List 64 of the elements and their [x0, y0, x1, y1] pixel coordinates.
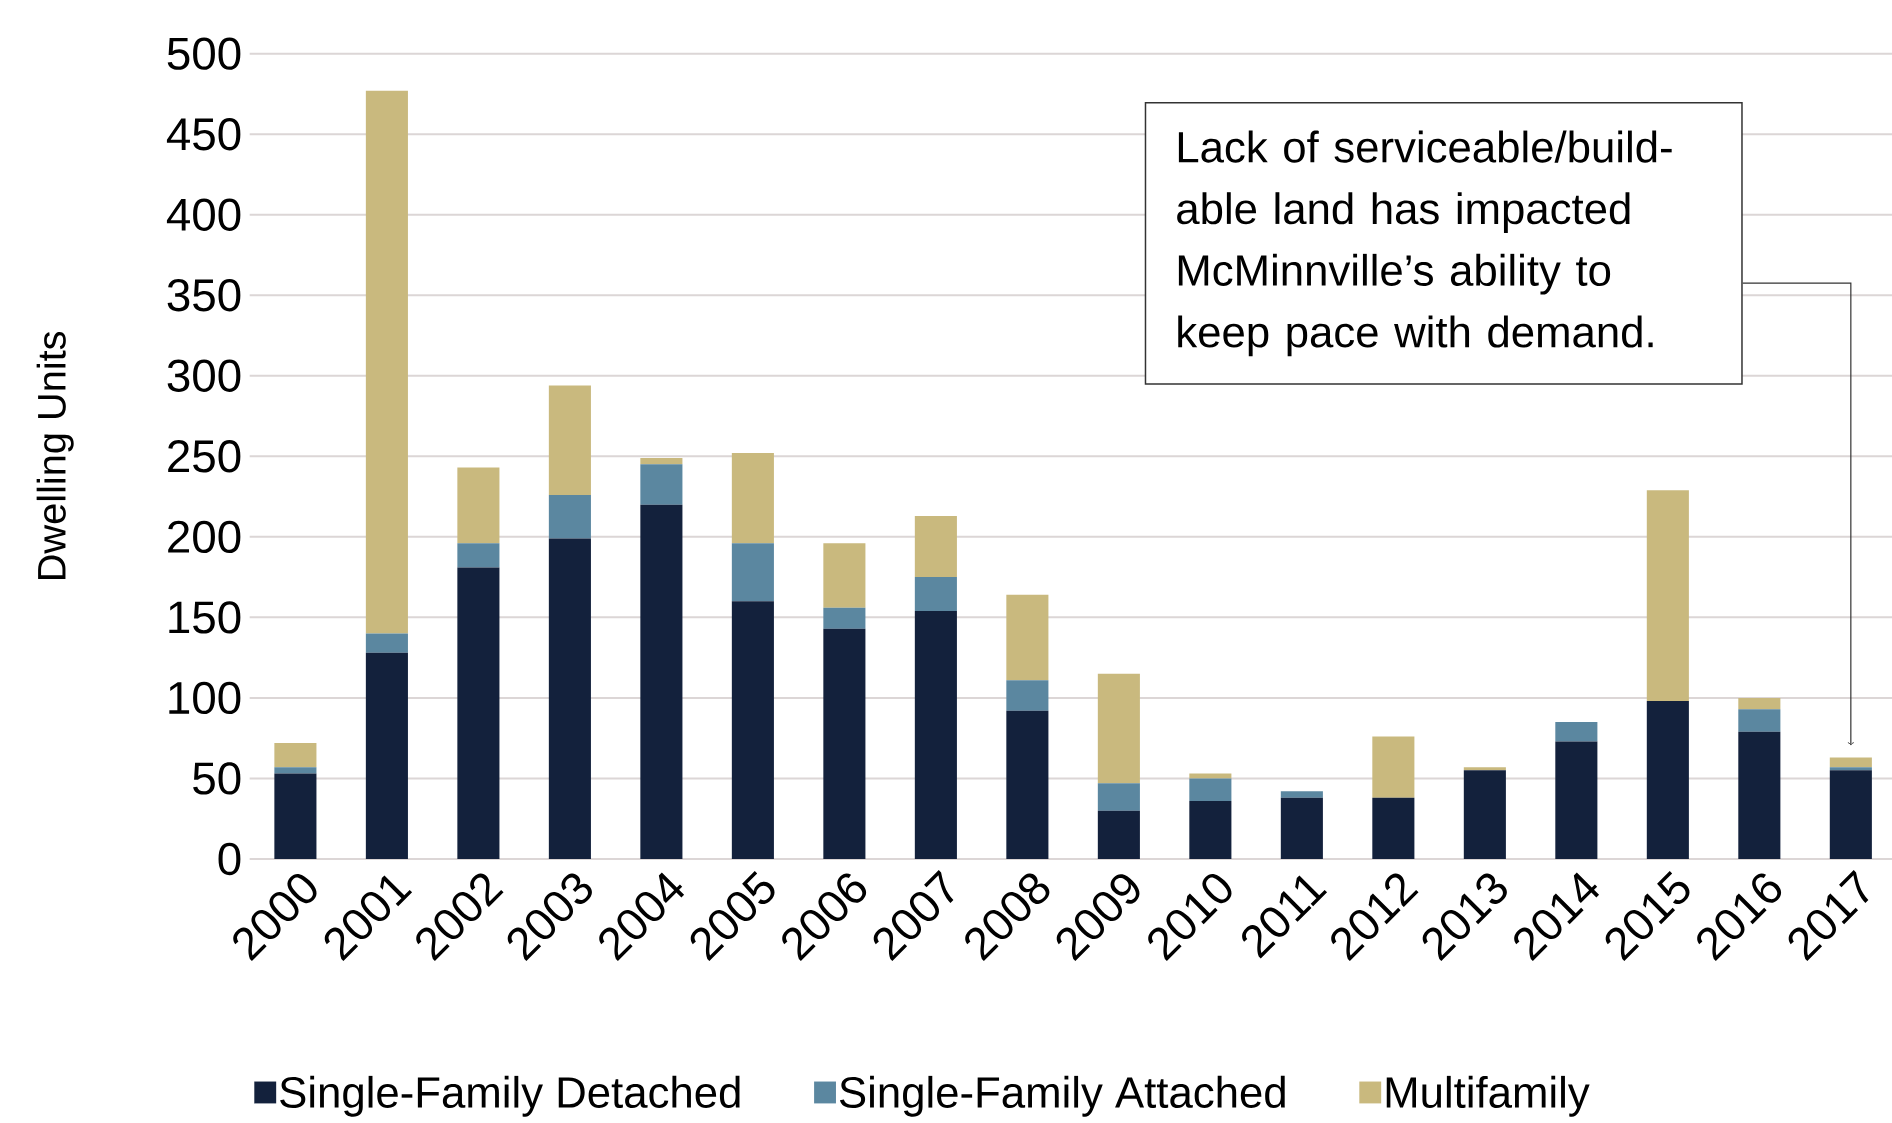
bar [1372, 797, 1415, 859]
bar [1738, 697, 1781, 709]
bar [914, 576, 957, 611]
bar [1646, 489, 1689, 701]
bar [1280, 797, 1323, 859]
bar [548, 538, 591, 859]
bar [548, 494, 591, 539]
bar [1006, 594, 1049, 680]
bar [457, 567, 500, 859]
y-tick-label: 500 [167, 37, 241, 70]
bar [1738, 708, 1781, 732]
bar [914, 515, 957, 577]
y-tick-label: 150 [169, 600, 241, 634]
bar [1829, 757, 1872, 767]
y-tick-label: 100 [169, 681, 241, 714]
y-axis-title: Dwelling Units [36, 331, 74, 579]
bar [1372, 736, 1415, 798]
bar [1555, 741, 1598, 859]
bar [823, 628, 866, 859]
bar [1097, 810, 1140, 859]
bar [1738, 731, 1781, 859]
bar [274, 766, 317, 774]
bar [365, 633, 408, 653]
bar [1829, 770, 1872, 859]
bar [1006, 679, 1049, 711]
y-tick-label: 300 [167, 359, 241, 392]
bar [1006, 710, 1049, 859]
bar [1463, 766, 1506, 771]
bar [365, 90, 408, 634]
bar [457, 467, 500, 544]
bar [1829, 766, 1872, 771]
bar [1097, 673, 1140, 784]
bar [1189, 800, 1232, 859]
bar [823, 607, 866, 629]
legend-label: Multifamily [1386, 1075, 1590, 1117]
y-tick-label: 400 [166, 198, 241, 231]
bar [640, 457, 683, 465]
bar [731, 601, 774, 859]
legend-label: Single-Family Detached [280, 1075, 740, 1117]
y-tick-label: 0 [218, 842, 241, 875]
y-tick-label: 50 [193, 762, 241, 795]
bar [823, 543, 866, 608]
bar [1280, 791, 1323, 798]
bar [731, 543, 774, 602]
bar [640, 504, 683, 859]
bar [1555, 721, 1598, 742]
bar [640, 464, 683, 505]
bar [457, 543, 500, 568]
bar [1189, 778, 1232, 801]
y-tick-label: 450 [166, 117, 241, 151]
bar [365, 652, 408, 859]
y-tick-label: 250 [168, 439, 241, 473]
annotation: Lack of serviceable/build-able land has impacted McMinnville’s ability to keep pace with demand. [1177, 130, 1672, 357]
bar [274, 742, 317, 767]
bar [548, 385, 591, 495]
bar [914, 610, 957, 859]
y-tick-label: 200 [168, 520, 241, 553]
y-tick-label: 350 [167, 278, 241, 312]
bar [1646, 700, 1689, 859]
bar [1097, 783, 1140, 811]
legend-label: Single-Family Attached [839, 1075, 1285, 1117]
bar [731, 452, 774, 544]
bar [1463, 770, 1506, 859]
bar [274, 773, 317, 859]
